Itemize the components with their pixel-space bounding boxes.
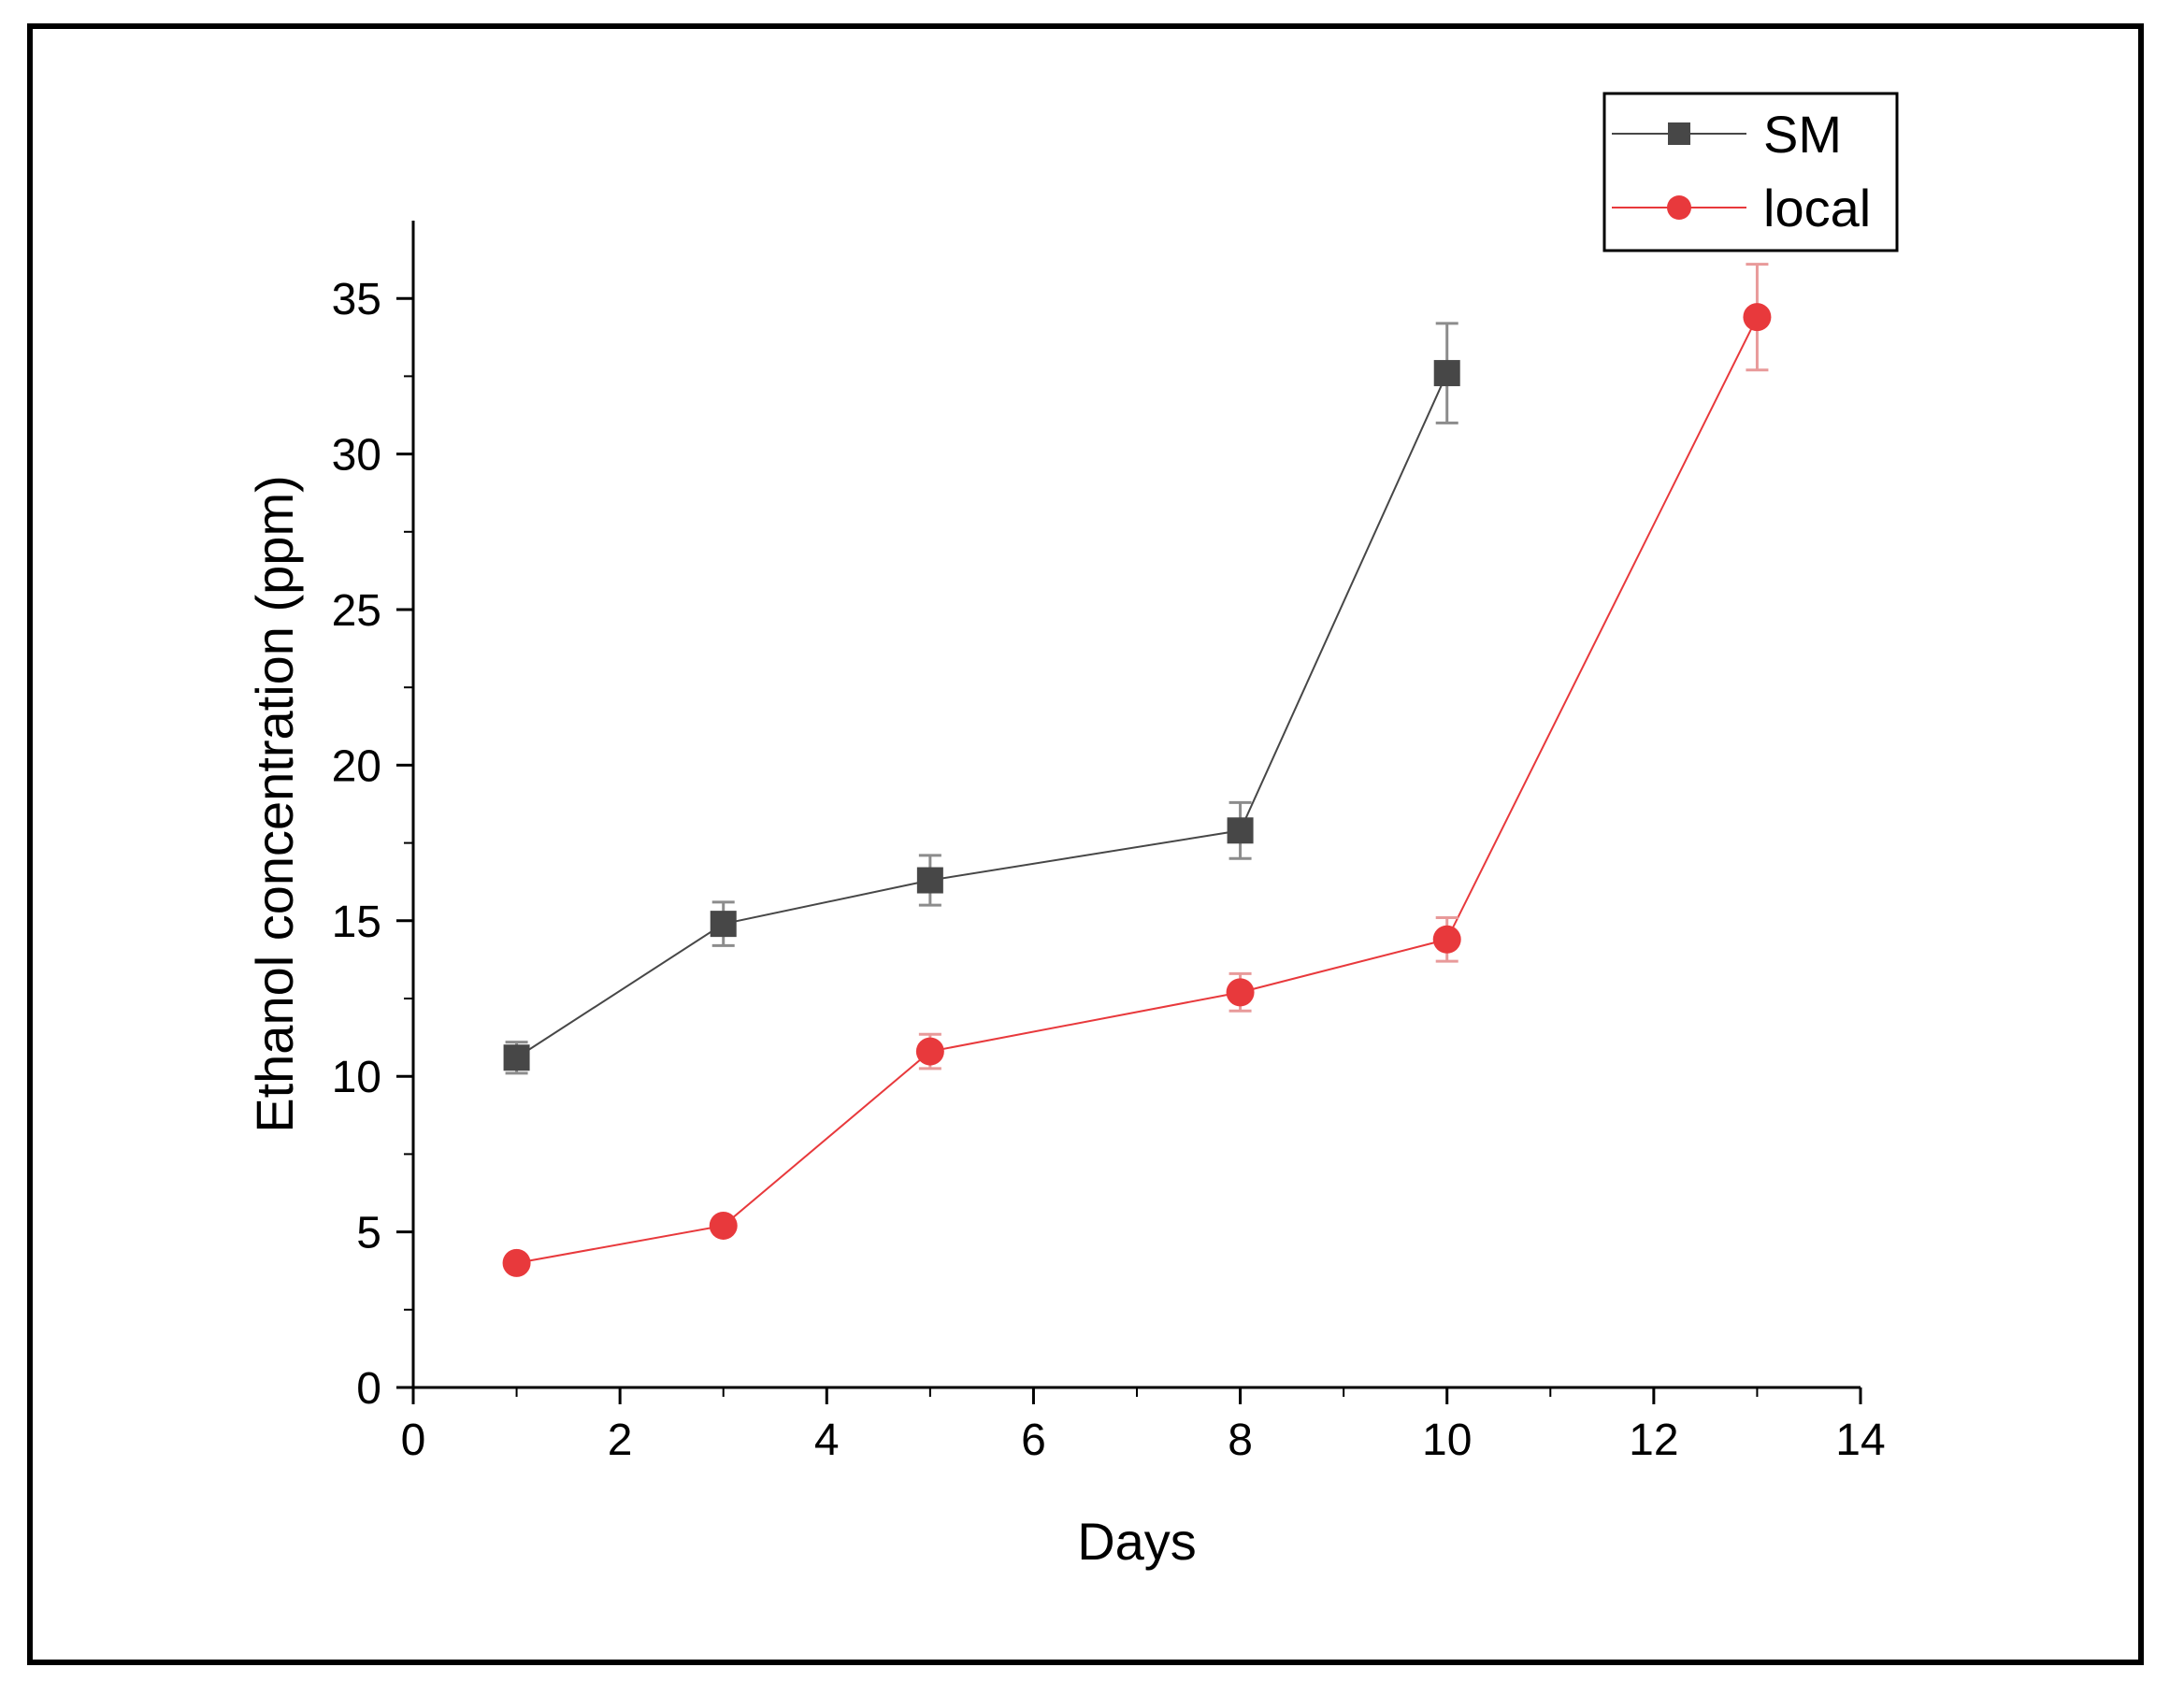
- data-point-local: [502, 1248, 531, 1277]
- x-tick-label: 8: [1228, 1416, 1253, 1465]
- x-tick-label: 10: [1422, 1416, 1472, 1465]
- y-ticks: 0 5 10 15 20 25 30 35: [332, 275, 413, 1414]
- data-point-local: [1226, 978, 1255, 1007]
- figure-frame: [27, 23, 2144, 1665]
- data-point-local: [915, 1037, 944, 1066]
- x-ticks: 0 2 4 6 8 10 12 14: [401, 1387, 1886, 1465]
- data-point-sm: [1227, 817, 1254, 844]
- legend-entry-local: local: [1612, 179, 1871, 237]
- y-axis-title: Ethanol concentration (ppm): [245, 475, 304, 1133]
- y-tick-label: 10: [332, 1053, 381, 1102]
- data-point-local: [1432, 925, 1461, 954]
- legend: SM local: [1602, 92, 1899, 252]
- legend-label-local: local: [1763, 179, 1871, 237]
- markers: [502, 303, 1772, 1277]
- data-point-sm: [710, 911, 737, 938]
- x-tick-label: 0: [401, 1416, 426, 1465]
- y-tick-label: 35: [332, 275, 381, 324]
- y-tick-label: 20: [332, 741, 381, 791]
- legend-entry-sm: SM: [1612, 105, 1842, 164]
- x-tick-label: 12: [1629, 1416, 1678, 1465]
- y-tick-label: 30: [332, 431, 381, 481]
- x-tick-label: 14: [1835, 1416, 1885, 1465]
- legend-label-sm: SM: [1763, 105, 1842, 164]
- data-point-sm: [916, 867, 943, 894]
- series-line-local: [516, 316, 1759, 1264]
- legend-marker-local: [1667, 195, 1691, 220]
- legend-marker-sm: [1668, 122, 1690, 145]
- y-tick-label: 25: [332, 586, 381, 636]
- x-tick-label: 4: [814, 1416, 840, 1465]
- data-point-local: [709, 1211, 738, 1240]
- x-axis-title: Days: [1077, 1512, 1197, 1571]
- x-tick-label: 6: [1021, 1416, 1046, 1465]
- data-point-local: [1743, 303, 1772, 332]
- y-tick-label: 15: [332, 898, 381, 947]
- x-tick-label: 2: [608, 1416, 633, 1465]
- y-tick-label: 5: [356, 1209, 381, 1258]
- data-point-sm: [503, 1044, 530, 1071]
- y-tick-label: 0: [356, 1364, 381, 1414]
- legend-box: [1602, 92, 1899, 252]
- data-point-sm: [1433, 360, 1460, 387]
- axes: 0 5 10 15 20 25 30 35 0 2 4 6 8 10 12 14: [332, 221, 1886, 1465]
